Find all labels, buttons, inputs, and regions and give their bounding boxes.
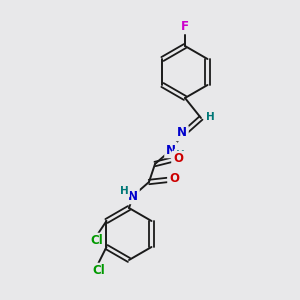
Text: Cl: Cl [90, 235, 103, 248]
Text: N: N [177, 127, 187, 140]
Text: F: F [181, 20, 189, 32]
Text: H: H [206, 112, 214, 122]
Text: O: O [173, 152, 183, 166]
Text: H: H [176, 150, 184, 160]
Text: N: N [166, 143, 176, 157]
Text: H: H [120, 186, 128, 196]
Text: O: O [169, 172, 179, 185]
Text: N: N [128, 190, 138, 202]
Text: Cl: Cl [92, 265, 105, 278]
